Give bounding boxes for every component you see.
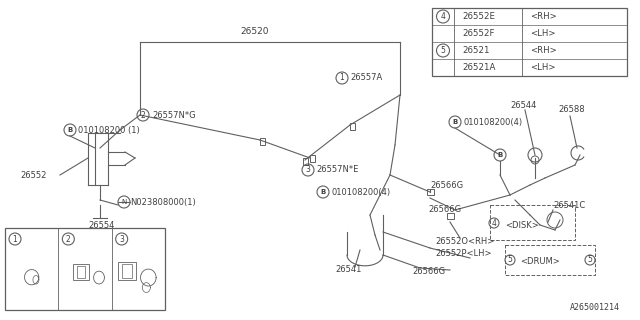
Text: 3: 3 — [305, 165, 310, 174]
Text: 010108200(4): 010108200(4) — [331, 188, 390, 196]
Text: 1: 1 — [340, 74, 344, 83]
Bar — [490, 205, 575, 240]
Text: 26552P<LH>: 26552P<LH> — [435, 250, 492, 259]
Bar — [432, 8, 627, 76]
Text: 4: 4 — [440, 12, 445, 21]
Bar — [77, 266, 85, 277]
Bar — [118, 261, 136, 280]
Bar — [505, 245, 595, 275]
Text: 010108200(4): 010108200(4) — [463, 117, 522, 126]
Text: 26521: 26521 — [462, 46, 490, 55]
Text: 26541: 26541 — [335, 266, 362, 275]
Text: 26557N*E: 26557N*E — [316, 165, 358, 174]
Text: 26552O<RH>: 26552O<RH> — [435, 237, 494, 246]
Text: 26557A: 26557A — [350, 74, 382, 83]
Text: B: B — [497, 152, 502, 158]
Text: 5: 5 — [588, 255, 593, 265]
Text: 26566G: 26566G — [412, 268, 445, 276]
Text: 26552F: 26552F — [462, 29, 495, 38]
Bar — [349, 123, 355, 130]
Text: 5: 5 — [508, 255, 513, 265]
Text: 26520: 26520 — [241, 28, 269, 36]
Bar — [5, 228, 165, 310]
Text: <LH>: <LH> — [530, 63, 556, 72]
Text: N: N — [122, 199, 127, 205]
Bar — [303, 157, 307, 164]
Text: B: B — [452, 119, 458, 125]
Bar — [426, 189, 433, 195]
Text: 26566G: 26566G — [430, 181, 463, 190]
Text: 26566G: 26566G — [428, 205, 461, 214]
Text: 5: 5 — [440, 46, 445, 55]
Text: <RH>: <RH> — [530, 46, 557, 55]
Text: 2: 2 — [66, 235, 70, 244]
Text: B: B — [67, 127, 72, 133]
Text: 26557N*G: 26557N*G — [152, 110, 196, 119]
Text: <DRUM>: <DRUM> — [520, 258, 560, 267]
Text: 010108200 (1): 010108200 (1) — [78, 125, 140, 134]
Text: A265001214: A265001214 — [570, 303, 620, 312]
Bar — [122, 264, 132, 277]
Text: B: B — [321, 189, 326, 195]
Bar — [447, 213, 454, 219]
Bar — [73, 264, 89, 280]
Text: 26521A: 26521A — [462, 63, 495, 72]
Text: <RH>: <RH> — [530, 12, 557, 21]
Bar — [310, 155, 314, 162]
Text: N023808000(1): N023808000(1) — [130, 197, 196, 206]
Text: 26544: 26544 — [510, 100, 536, 109]
Text: 4: 4 — [492, 219, 497, 228]
Text: 26588: 26588 — [558, 106, 584, 115]
Text: 26554: 26554 — [88, 220, 115, 229]
Text: 3: 3 — [119, 235, 124, 244]
Text: 26552: 26552 — [20, 171, 46, 180]
Text: 26552E: 26552E — [462, 12, 495, 21]
Text: 1: 1 — [13, 235, 17, 244]
Text: <LH>: <LH> — [530, 29, 556, 38]
Text: 26541C: 26541C — [553, 201, 585, 210]
Bar — [259, 138, 264, 145]
Text: <DISK>: <DISK> — [505, 220, 539, 229]
Text: 2: 2 — [141, 110, 145, 119]
